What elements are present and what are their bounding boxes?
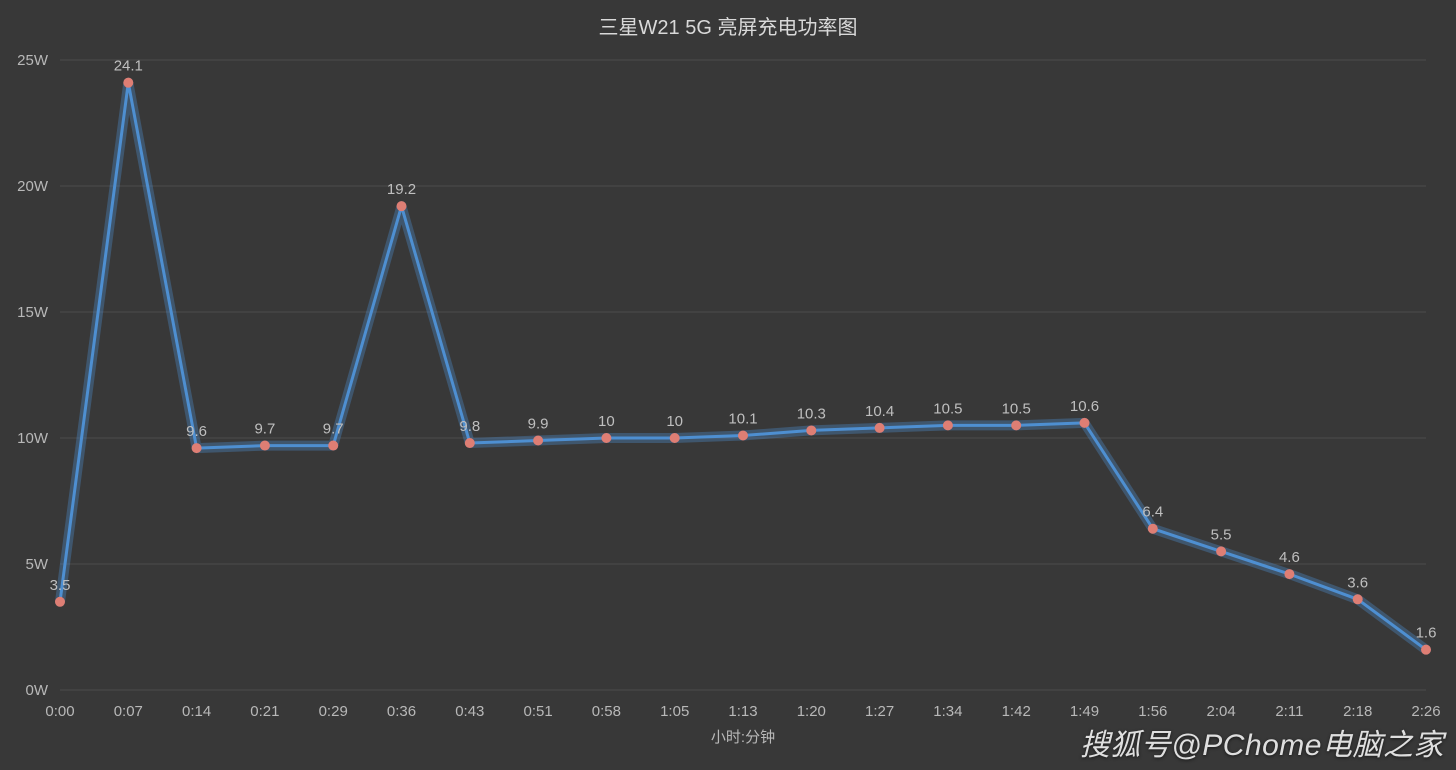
data-marker (260, 441, 269, 450)
x-tick-label: 2:11 (1275, 703, 1303, 720)
y-tick-label: 20W (17, 178, 49, 195)
data-marker (807, 426, 816, 435)
data-label: 9.6 (186, 423, 207, 440)
x-axis-title: 小时:分钟 (711, 729, 775, 746)
data-marker (534, 436, 543, 445)
data-marker (1217, 547, 1226, 556)
x-tick-label: 0:51 (523, 703, 552, 720)
y-tick-label: 15W (17, 304, 49, 321)
x-tick-label: 2:18 (1343, 703, 1372, 720)
x-tick-label: 2:26 (1411, 703, 1440, 720)
data-label: 10 (598, 413, 615, 430)
data-marker (56, 597, 65, 606)
data-label: 10.5 (1002, 400, 1031, 417)
chart-background (0, 0, 1456, 770)
data-marker (1080, 418, 1089, 427)
data-marker (124, 78, 133, 87)
y-tick-label: 25W (17, 52, 49, 69)
x-tick-label: 1:56 (1138, 703, 1167, 720)
x-tick-label: 1:34 (933, 703, 962, 720)
data-label: 5.5 (1211, 526, 1232, 543)
x-tick-label: 0:00 (45, 703, 74, 720)
x-tick-label: 0:14 (182, 703, 211, 720)
chart-container: 0W 5W 10W 15W 20W 25W 0:00 0:07 0:14 0:21 0:29 0:36… (0, 0, 1456, 770)
data-label: 10.5 (933, 400, 962, 417)
data-label: 9.7 (323, 421, 344, 438)
x-tick-label: 0:21 (250, 703, 279, 720)
x-tick-label: 0:29 (319, 703, 348, 720)
data-label: 1.6 (1416, 625, 1437, 642)
y-tick-label: 0W (26, 682, 49, 699)
x-tick-label: 1:13 (728, 703, 757, 720)
data-label: 10 (666, 413, 683, 430)
data-marker (943, 421, 952, 430)
data-marker (1012, 421, 1021, 430)
x-tick-label: 0:58 (592, 703, 621, 720)
data-label: 6.4 (1142, 504, 1163, 521)
data-label: 10.6 (1070, 398, 1099, 415)
data-label: 19.2 (387, 181, 416, 198)
x-tick-label: 2:04 (1206, 703, 1235, 720)
data-marker (1353, 595, 1362, 604)
data-marker (875, 423, 884, 432)
y-tick-label: 5W (26, 556, 49, 573)
chart-title: 三星W21 5G 亮屏充电功率图 (599, 16, 858, 39)
data-label: 9.7 (254, 421, 275, 438)
data-marker (1285, 570, 1294, 579)
data-marker (670, 434, 679, 443)
x-tick-label: 1:42 (1002, 703, 1031, 720)
x-tick-label: 1:05 (660, 703, 689, 720)
x-tick-label: 1:27 (865, 703, 894, 720)
x-tick-label: 0:36 (387, 703, 416, 720)
y-tick-label: 10W (17, 430, 49, 447)
data-label: 10.3 (797, 405, 826, 422)
line-chart: 0W 5W 10W 15W 20W 25W 0:00 0:07 0:14 0:21 0:29 0:36… (0, 0, 1456, 770)
data-label: 9.9 (528, 416, 549, 433)
data-label: 3.5 (50, 577, 71, 594)
data-marker (329, 441, 338, 450)
data-label: 24.1 (114, 58, 143, 75)
data-marker (602, 434, 611, 443)
data-marker (1148, 524, 1157, 533)
data-label: 3.6 (1347, 574, 1368, 591)
data-marker (397, 202, 406, 211)
x-tick-label: 1:49 (1070, 703, 1099, 720)
data-label: 4.6 (1279, 549, 1300, 566)
x-tick-label: 1:20 (797, 703, 826, 720)
data-marker (465, 439, 474, 448)
data-marker (1422, 645, 1431, 654)
data-marker (192, 444, 201, 453)
data-label: 9.8 (459, 418, 480, 435)
data-label: 10.1 (728, 410, 757, 427)
x-tick-label: 0:07 (114, 703, 143, 720)
x-tick-label: 0:43 (455, 703, 484, 720)
data-label: 10.4 (865, 403, 894, 420)
data-marker (739, 431, 748, 440)
